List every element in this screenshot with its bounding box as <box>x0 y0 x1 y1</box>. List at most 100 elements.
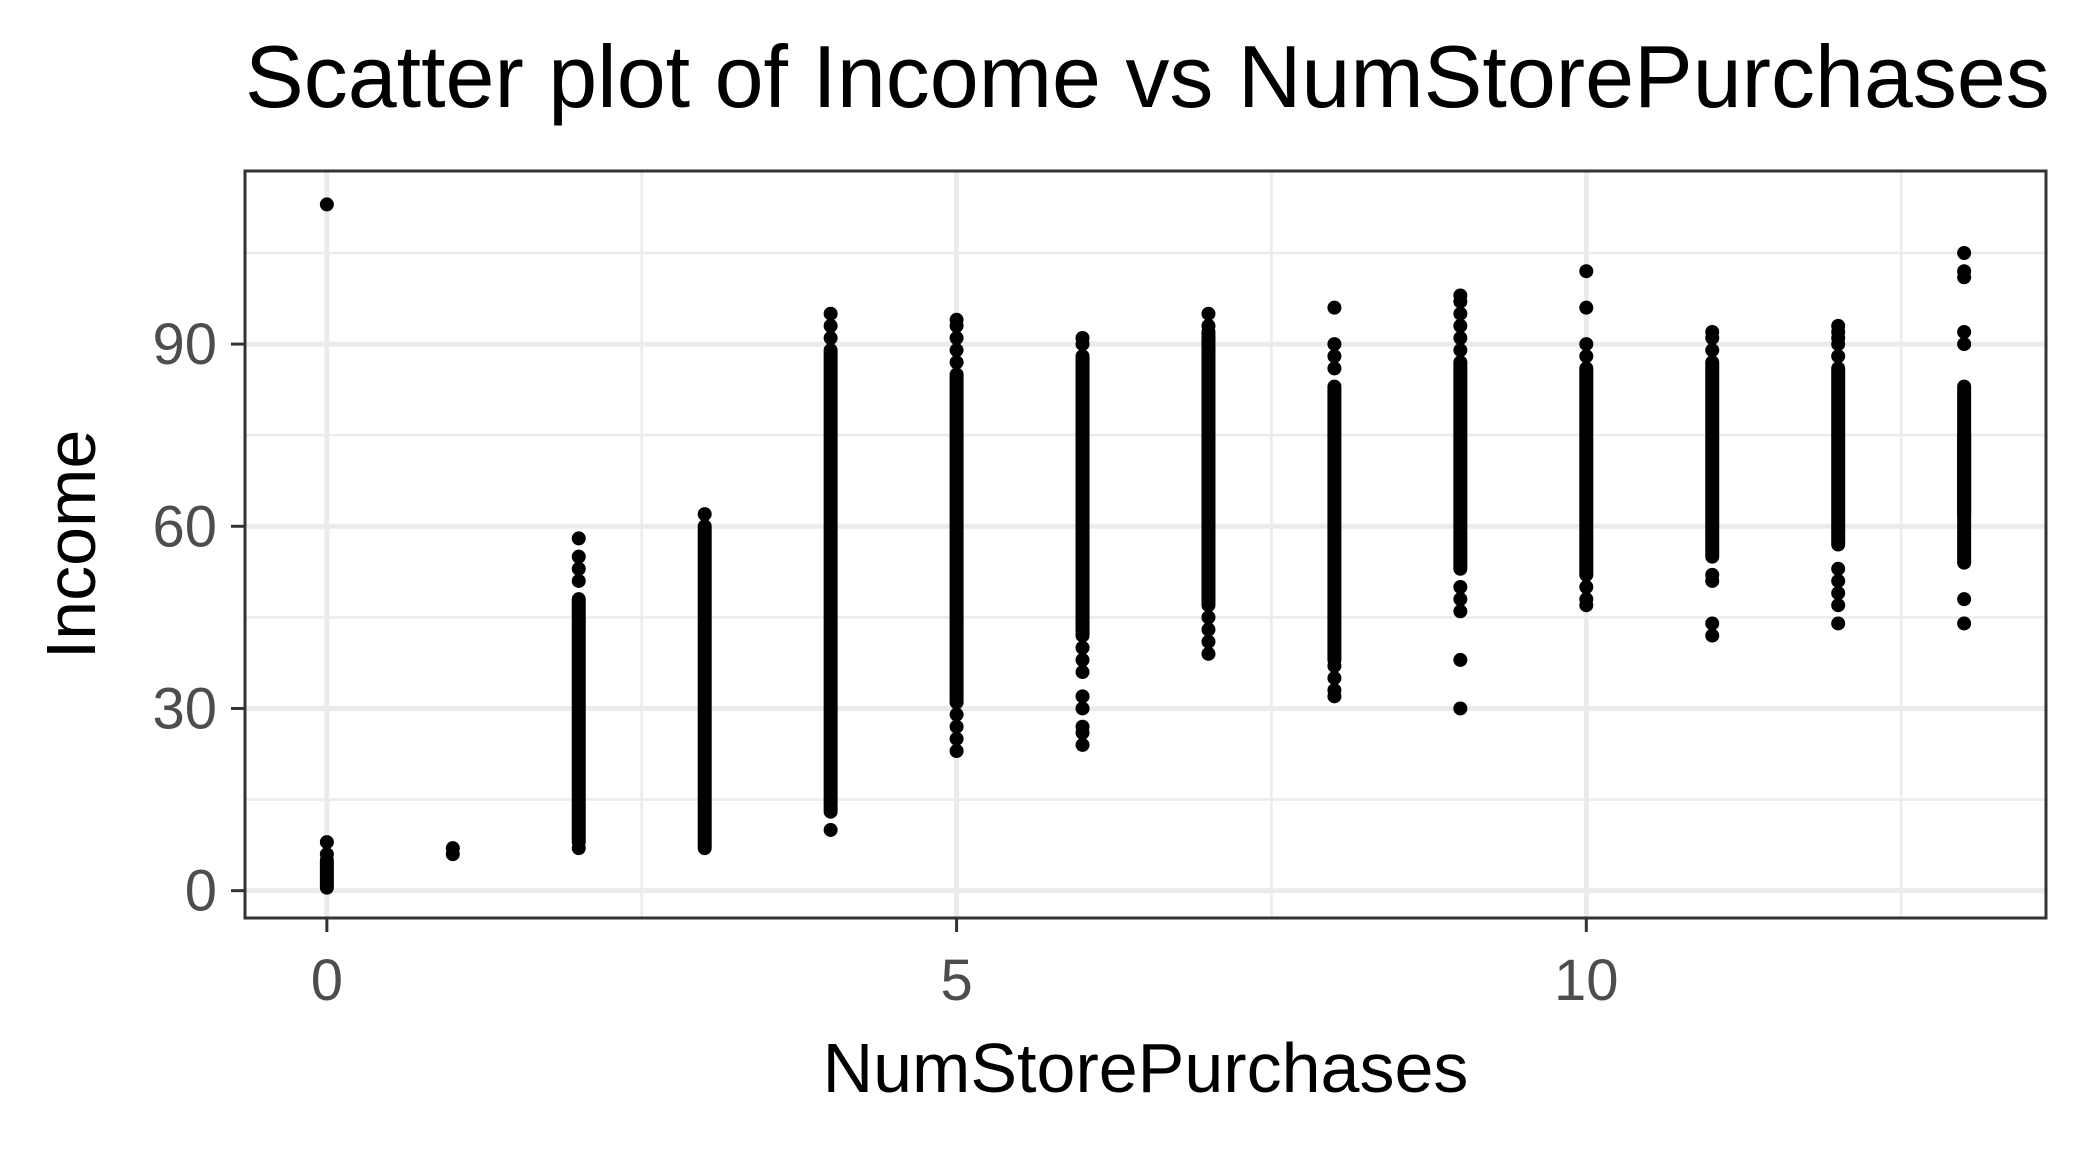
data-point <box>1831 349 1846 364</box>
data-point <box>1075 665 1090 680</box>
data-point <box>823 318 838 333</box>
data-point-cluster <box>319 853 334 895</box>
data-point <box>1327 361 1342 376</box>
data-point <box>823 306 838 321</box>
data-point <box>1579 337 1594 352</box>
data-point <box>1831 598 1846 613</box>
data-point <box>1201 634 1216 649</box>
data-point-cluster <box>571 592 586 850</box>
data-point <box>823 331 838 346</box>
data-point <box>823 822 838 837</box>
data-point-cluster <box>1579 361 1594 582</box>
x-tick-label: 10 <box>1554 948 1619 1013</box>
data-point <box>1201 646 1216 661</box>
data-point <box>571 573 586 588</box>
data-point <box>1957 337 1972 352</box>
data-point <box>949 743 964 758</box>
data-point-cluster <box>1831 361 1846 552</box>
data-point <box>1831 318 1846 333</box>
data-point <box>949 355 964 370</box>
data-point <box>319 197 334 212</box>
data-point <box>1327 300 1342 315</box>
data-point <box>319 835 334 850</box>
data-point <box>1327 683 1342 698</box>
y-axis-title: Income <box>32 430 110 660</box>
data-point <box>1831 561 1846 576</box>
data-point <box>1579 300 1594 315</box>
data-point <box>1705 324 1720 339</box>
chart-title: Scatter plot of Income vs NumStorePurcha… <box>245 27 2050 126</box>
data-point <box>1579 349 1594 364</box>
data-point-cluster <box>1075 349 1090 643</box>
x-tick-label: 5 <box>940 948 972 1013</box>
data-point <box>319 847 334 862</box>
data-point-cluster <box>1201 324 1216 613</box>
y-tick-label: 90 <box>152 312 217 377</box>
data-point <box>1453 701 1468 716</box>
x-axis-title: NumStorePurchases <box>823 1029 1469 1107</box>
data-point <box>1957 592 1972 607</box>
data-point <box>1453 652 1468 667</box>
data-point <box>1705 628 1720 643</box>
data-point <box>1453 288 1468 303</box>
data-point <box>1453 318 1468 333</box>
data-point <box>949 343 964 358</box>
data-point <box>1579 592 1594 607</box>
data-point <box>949 312 964 327</box>
data-point <box>1075 701 1090 716</box>
plot-panel-border <box>243 169 2048 920</box>
data-point <box>1957 616 1972 631</box>
data-point <box>1957 264 1972 279</box>
grid-lines <box>245 171 2046 918</box>
data-point <box>1453 331 1468 346</box>
data-point <box>1579 264 1594 279</box>
data-point <box>1327 349 1342 364</box>
data-point <box>1327 671 1342 686</box>
data-point <box>1705 343 1720 358</box>
data-point-cluster <box>1705 355 1720 564</box>
data-point <box>949 331 964 346</box>
data-points <box>319 197 1972 895</box>
data-point <box>1075 640 1090 655</box>
data-point <box>445 841 460 856</box>
y-tick-label: 0 <box>185 859 217 924</box>
data-point <box>1075 652 1090 667</box>
y-tick-label: 30 <box>152 676 217 741</box>
data-point <box>697 507 712 522</box>
data-point <box>1705 616 1720 631</box>
data-point-cluster <box>1453 355 1468 576</box>
data-point <box>1957 245 1972 260</box>
data-point <box>949 731 964 746</box>
data-point <box>571 561 586 576</box>
data-point <box>1453 306 1468 321</box>
data-point <box>1579 580 1594 595</box>
data-point <box>949 707 964 722</box>
data-point <box>571 531 586 546</box>
data-point <box>1831 573 1846 588</box>
data-point <box>1075 719 1090 734</box>
data-point <box>1201 318 1216 333</box>
x-tick-label: 0 <box>311 948 343 1013</box>
data-point <box>1453 592 1468 607</box>
data-point-cluster <box>697 519 712 856</box>
data-point <box>1453 580 1468 595</box>
data-point <box>949 719 964 734</box>
data-point-cluster <box>1957 379 1972 522</box>
data-point <box>1327 658 1342 673</box>
data-point <box>1075 737 1090 752</box>
data-point <box>1831 586 1846 601</box>
data-point <box>1201 610 1216 625</box>
data-point <box>1327 337 1342 352</box>
data-point-cluster <box>949 367 964 710</box>
data-point <box>571 549 586 564</box>
axis-ticks: 0 5 10 0 30 60 90 <box>152 312 1618 1013</box>
data-point-cluster <box>823 343 838 819</box>
data-point <box>1705 567 1720 582</box>
data-point <box>1453 343 1468 358</box>
data-point <box>571 841 586 856</box>
data-point-cluster <box>1327 379 1342 667</box>
data-point <box>1957 324 1972 339</box>
data-point <box>1201 622 1216 637</box>
y-tick-label: 60 <box>152 494 217 559</box>
